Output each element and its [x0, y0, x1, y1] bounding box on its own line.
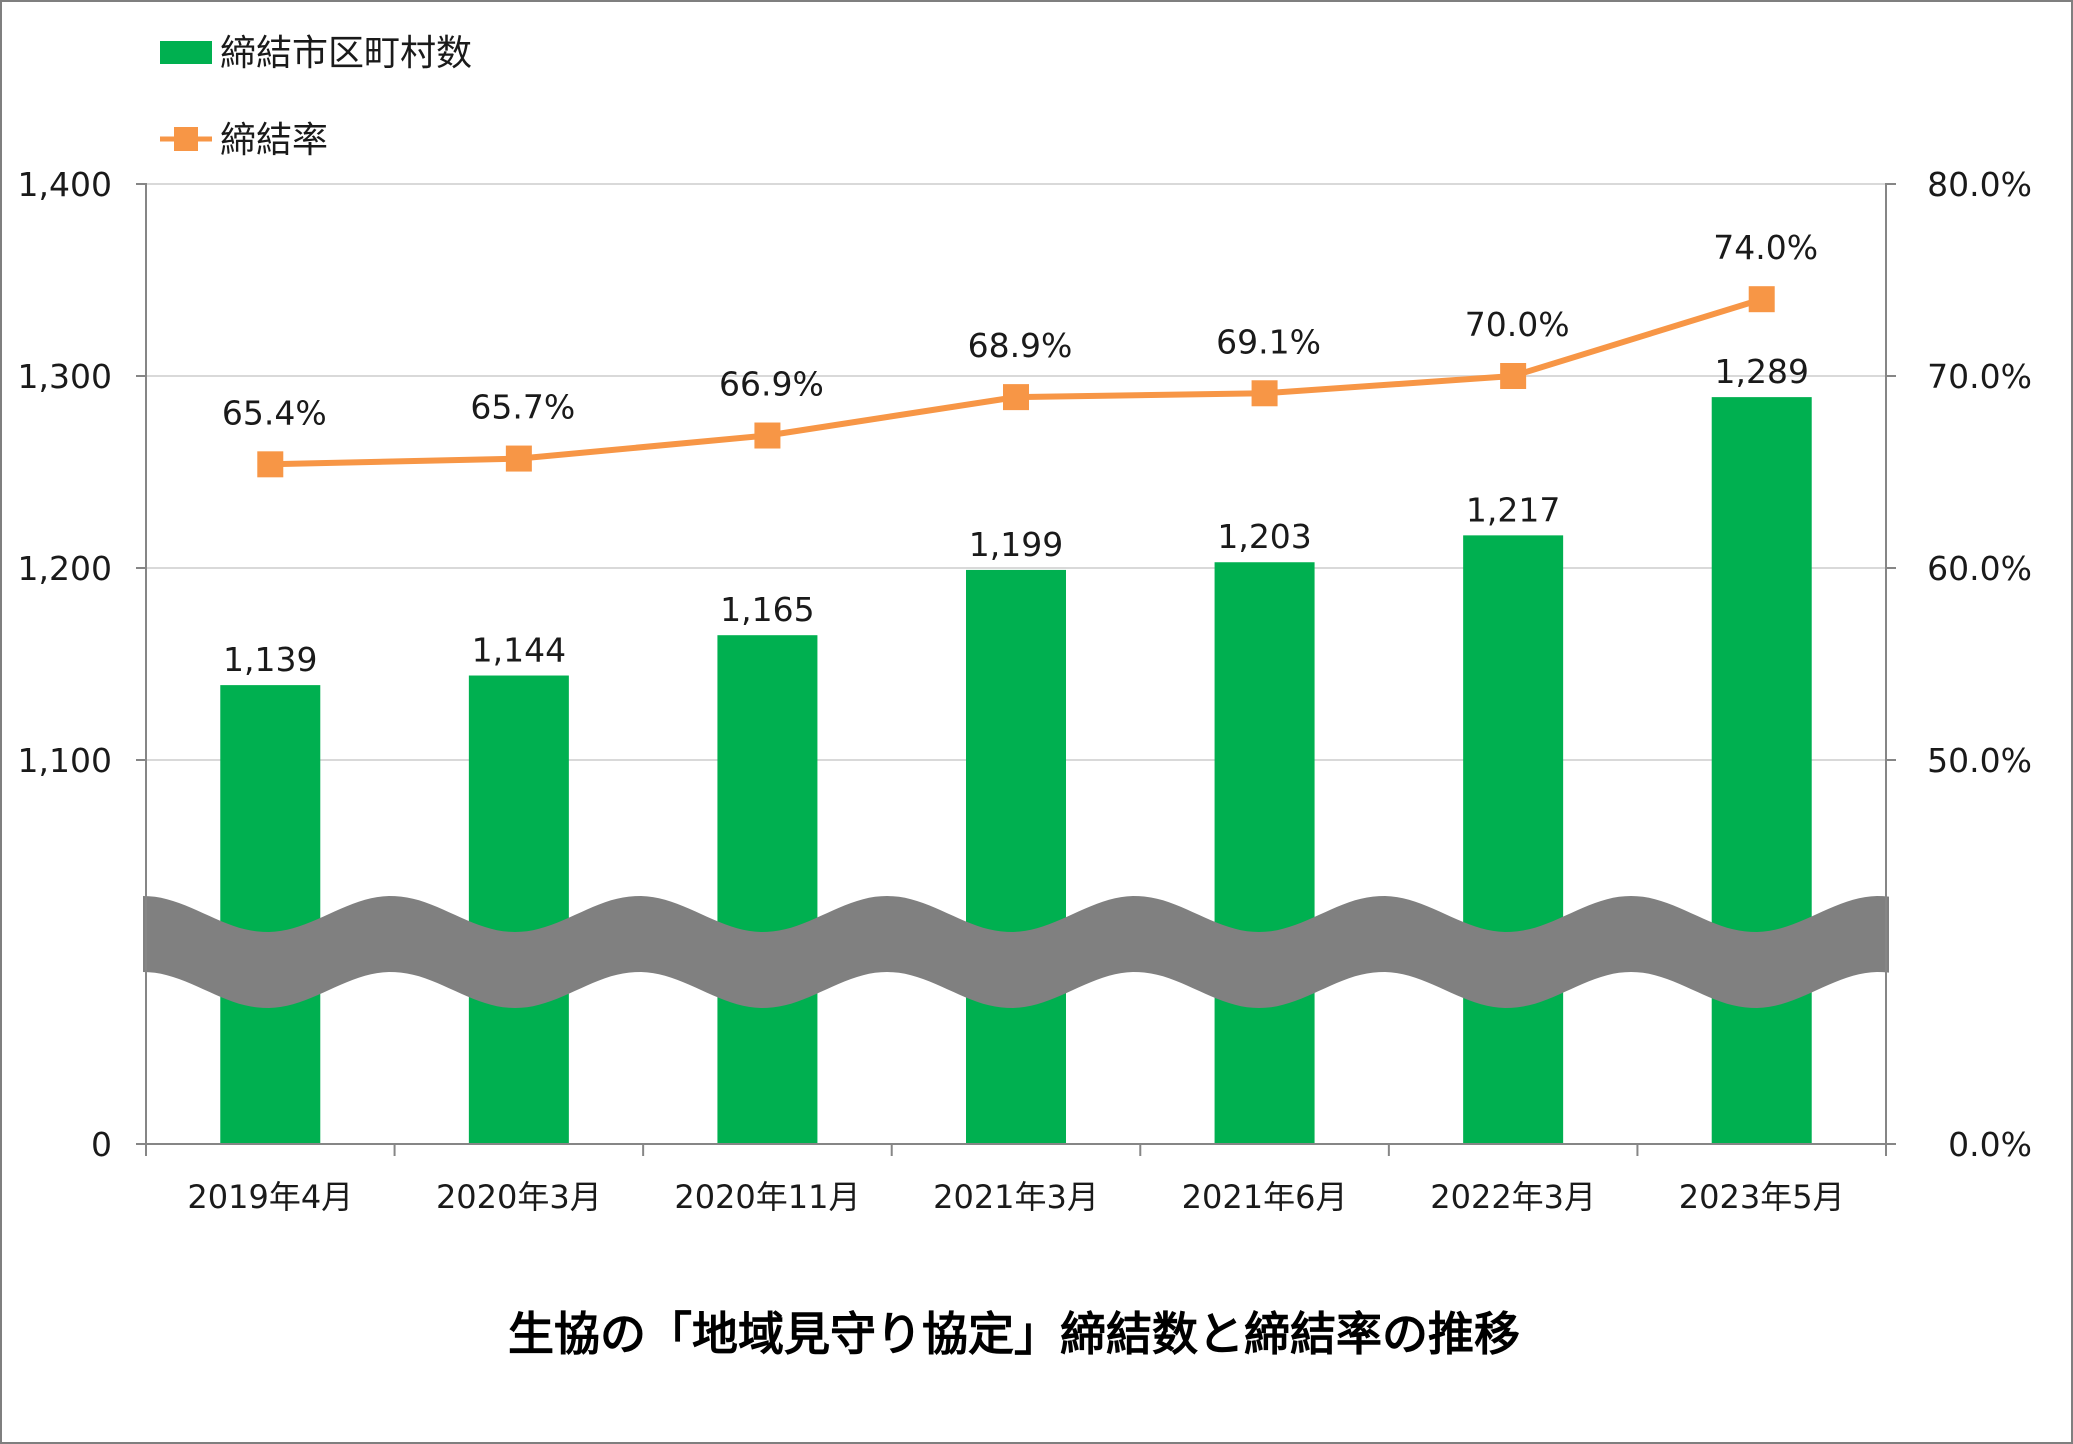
left-tick-label: 1,300 — [18, 357, 112, 396]
right-tick-label: 70.0% — [1927, 357, 2032, 396]
left-tick-label: 0 — [91, 1125, 112, 1164]
bar — [966, 569, 1066, 1144]
rate-marker — [1251, 380, 1278, 407]
x-tick-label: 2020年11月 — [674, 1178, 860, 1216]
rate-value-label: 74.0% — [1713, 228, 1818, 267]
left-tick-label: 1,100 — [18, 741, 112, 780]
bar — [1214, 562, 1315, 1144]
bar-value-label: 1,217 — [1466, 490, 1560, 529]
axis-break-band — [143, 896, 1889, 1008]
rate-marker — [505, 445, 532, 472]
rate-value-label: 68.9% — [968, 326, 1073, 365]
bar-value-label: 1,139 — [223, 640, 317, 679]
rate-marker — [754, 422, 781, 449]
bar-series — [220, 397, 1812, 1144]
rate-value-label: 70.0% — [1465, 305, 1570, 344]
right-tick-label: 50.0% — [1927, 741, 2032, 780]
axes: 0 1,100 1,200 1,300 1,400 0.0% 50.0% 60.0% 70.0%… — [18, 165, 2032, 1216]
x-tick-label: 2022年3月 — [1430, 1178, 1596, 1216]
rate-marker — [257, 451, 284, 478]
bar-value-label: 1,289 — [1714, 352, 1808, 391]
left-tick-label: 1,200 — [18, 549, 112, 588]
rate-marker — [1003, 384, 1029, 411]
rate-series — [257, 286, 1775, 478]
x-tick-label: 2019年4月 — [187, 1178, 353, 1216]
right-tick-label: 0.0% — [1948, 1125, 2032, 1164]
legend-bar-label: 締結市区町村数 — [220, 33, 472, 74]
rate-marker — [1748, 286, 1775, 313]
bar — [1711, 397, 1812, 1144]
bar-value-label: 1,144 — [472, 631, 566, 670]
bar — [468, 675, 569, 1144]
x-tick-label: 2020年3月 — [436, 1178, 602, 1216]
rate-value-label: 65.7% — [470, 388, 575, 427]
break-band — [143, 896, 1889, 1008]
legend-bar-swatch — [160, 41, 212, 64]
x-tick-label: 2021年6月 — [1182, 1178, 1348, 1216]
bar-value-label: 1,203 — [1217, 517, 1311, 556]
right-tick-label: 80.0% — [1927, 165, 2032, 204]
bar — [717, 635, 818, 1144]
bar-value-label: 1,199 — [969, 525, 1063, 564]
chart-title: 生協の「地域見守り協定」締結数と締結率の推移 — [508, 1307, 1520, 1361]
rate-value-label: 69.1% — [1216, 322, 1321, 361]
bar — [1463, 535, 1564, 1144]
rate-value-label: 66.9% — [719, 365, 824, 404]
legend: 締結市区町村数 締結率 — [160, 33, 472, 161]
bar — [220, 685, 321, 1144]
rate-value-label: 65.4% — [222, 393, 327, 432]
legend-line-label: 締結率 — [220, 120, 328, 161]
rate-marker — [1500, 363, 1527, 389]
right-tick-label: 60.0% — [1927, 549, 2032, 588]
x-tick-label: 2021年3月 — [933, 1178, 1099, 1216]
bar-value-label: 1,165 — [720, 590, 814, 629]
legend-line-marker — [174, 127, 198, 151]
data-labels: 1,139 1,144 1,165 1,199 1,203 1,217 1,289 65.4%… — [222, 228, 1818, 679]
x-tick-label: 2023年5月 — [1679, 1178, 1845, 1216]
left-tick-label: 1,400 — [18, 165, 112, 204]
